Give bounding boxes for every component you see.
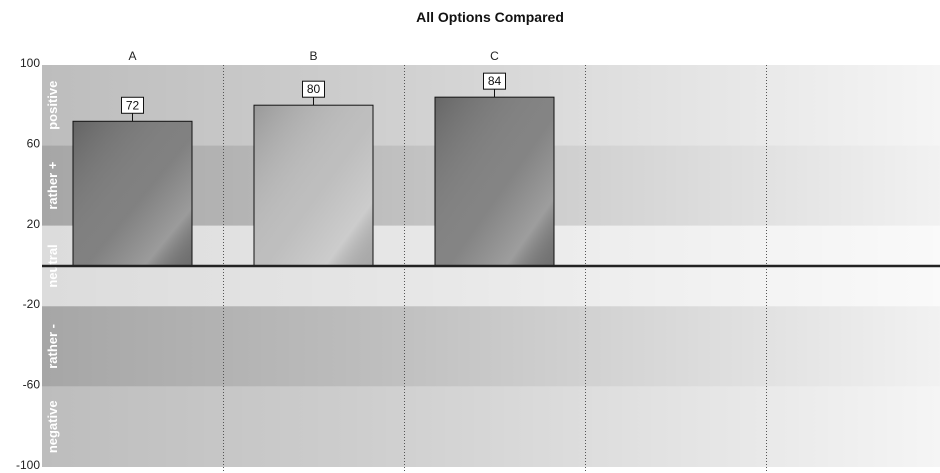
- band-label: rather +: [45, 161, 60, 209]
- category-label-c: C: [490, 49, 499, 63]
- data-label-box: [483, 72, 506, 90]
- category-label-a: A: [128, 49, 136, 63]
- chart-title: All Options Compared: [416, 9, 564, 25]
- band-label: rather -: [45, 324, 60, 369]
- band-label: positive: [45, 81, 60, 130]
- bar-sheen: [435, 97, 554, 266]
- data-label-b: 80: [307, 82, 321, 96]
- y-tick-label: -20: [23, 297, 41, 311]
- data-label-box: [302, 80, 325, 98]
- y-tick-label: 20: [27, 217, 41, 231]
- band-label: negative: [45, 400, 60, 453]
- y-tick-label: -100: [16, 458, 40, 472]
- bar-sheen: [73, 121, 192, 266]
- y-tick-label: -60: [23, 378, 41, 392]
- bar-sheen: [254, 105, 373, 266]
- data-label-box: [121, 96, 144, 114]
- data-label-a: 72: [126, 98, 140, 112]
- data-label-c: 84: [488, 74, 502, 88]
- category-label-b: B: [309, 49, 317, 63]
- y-tick-label: 60: [27, 136, 41, 150]
- y-tick-label: 100: [20, 56, 40, 70]
